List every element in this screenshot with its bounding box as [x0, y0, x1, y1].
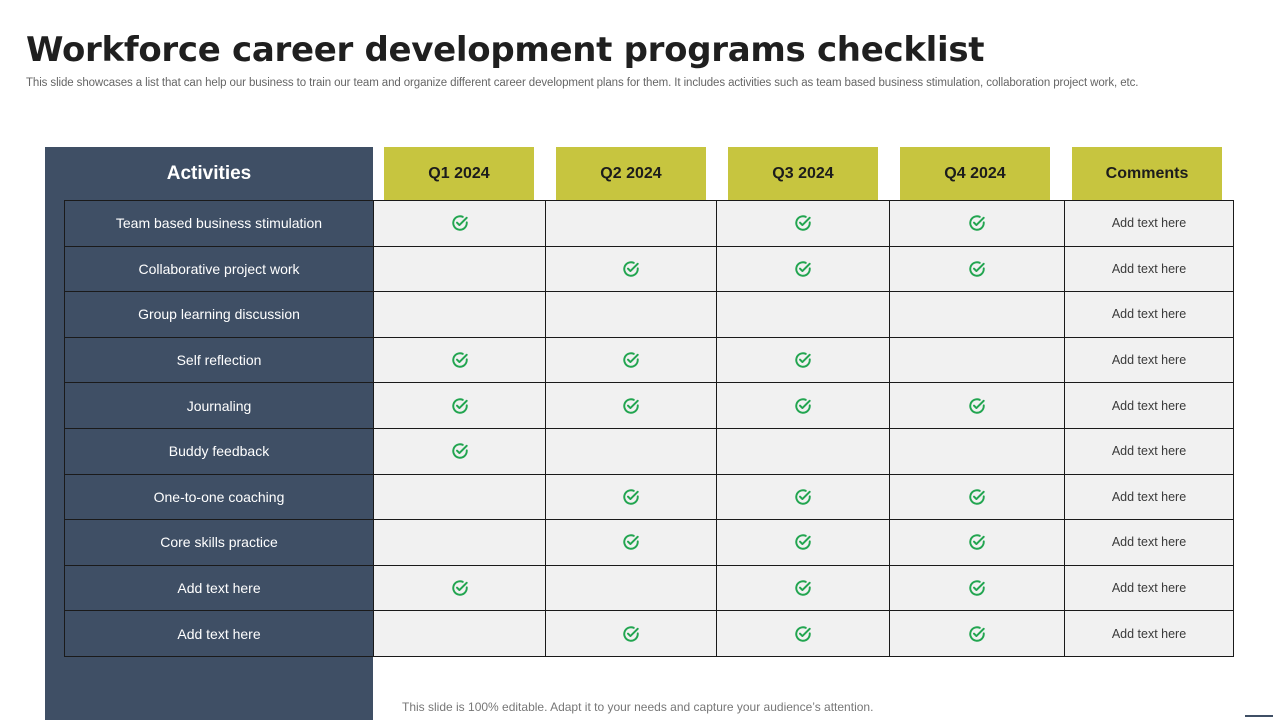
slide-subtitle: This slide showcases a list that can hel… — [26, 77, 1139, 89]
q4-cell — [890, 246, 1065, 293]
activity-cell: Buddy feedback — [65, 428, 374, 475]
q2-cell — [546, 428, 717, 475]
q3-cell — [717, 337, 890, 384]
footer-note: This slide is 100% editable. Adapt it to… — [402, 700, 874, 714]
q1-cell — [374, 337, 546, 384]
q2-cell — [546, 383, 717, 429]
circle-check-icon — [623, 534, 639, 551]
activity-cell: Self reflection — [65, 337, 374, 384]
circle-check-icon — [969, 397, 985, 414]
q3-cell — [717, 611, 890, 657]
comment-cell[interactable]: Add text here — [1065, 565, 1234, 612]
circle-check-icon — [795, 580, 811, 596]
circle-check-icon — [623, 261, 639, 277]
circle-check-icon — [969, 215, 985, 232]
activities-header: Activities — [166, 163, 252, 184]
q2-cell — [546, 337, 717, 384]
activity-cell: Journaling — [65, 383, 374, 429]
activity-cell: Group learning discussion — [65, 292, 374, 338]
comment-cell[interactable]: Add text here — [1065, 474, 1234, 521]
circle-check-icon — [623, 489, 639, 505]
circle-check-icon — [969, 489, 985, 505]
q4-cell — [890, 565, 1065, 612]
q1-cell — [374, 565, 546, 612]
circle-check-icon — [795, 261, 811, 277]
circle-check-icon — [969, 261, 985, 277]
circle-check-icon — [623, 625, 639, 642]
circle-check-icon — [795, 489, 811, 505]
q3-cell — [717, 383, 890, 429]
comment-cell[interactable]: Add text here — [1065, 337, 1234, 384]
q4-cell — [890, 428, 1065, 475]
q2-cell — [546, 611, 717, 657]
q2-cell — [546, 292, 717, 338]
circle-check-icon — [451, 215, 468, 232]
circle-check-icon — [451, 443, 468, 459]
q1-cell — [374, 474, 546, 521]
comment-cell[interactable]: Add text here — [1065, 611, 1234, 657]
slide-title: Workforce career development programs ch… — [26, 30, 985, 70]
circle-check-icon — [969, 580, 985, 596]
circle-check-icon — [795, 534, 811, 551]
q1-cell — [374, 292, 546, 338]
q1-cell — [374, 428, 546, 475]
q4-cell — [890, 337, 1065, 384]
circle-check-icon — [795, 352, 811, 368]
q4-cell — [890, 201, 1065, 247]
column-header-comments: Comments — [1072, 147, 1222, 201]
q1-cell — [374, 383, 546, 429]
q2-cell — [546, 474, 717, 521]
circle-check-icon — [623, 352, 639, 368]
q4-cell — [890, 383, 1065, 429]
comment-cell[interactable]: Add text here — [1065, 520, 1234, 566]
checklist-table: Team based business stimulation Add text … — [64, 200, 1234, 657]
activity-cell: Add text here — [65, 565, 374, 612]
q1-cell — [374, 611, 546, 657]
activity-cell: Add text here — [65, 611, 374, 657]
comment-cell[interactable]: Add text here — [1065, 246, 1234, 293]
q2-cell — [546, 565, 717, 612]
corner-decoration-line — [1245, 715, 1273, 717]
q3-cell — [717, 428, 890, 475]
column-header-q1: Q1 2024 — [384, 147, 534, 201]
column-header-q3: Q3 2024 — [728, 147, 878, 201]
q3-cell — [717, 201, 890, 247]
q2-cell — [546, 520, 717, 566]
q3-cell — [717, 565, 890, 612]
comment-cell[interactable]: Add text here — [1065, 428, 1234, 475]
comment-cell[interactable]: Add text here — [1065, 383, 1234, 429]
q1-cell — [374, 520, 546, 566]
circle-check-icon — [795, 215, 811, 232]
activity-cell: Team based business stimulation — [65, 201, 374, 247]
activity-cell: One-to-one coaching — [65, 474, 374, 521]
q3-cell — [717, 246, 890, 293]
circle-check-icon — [969, 534, 985, 551]
activity-cell: Core skills practice — [65, 520, 374, 566]
q3-cell — [717, 520, 890, 566]
q1-cell — [374, 246, 546, 293]
q2-cell — [546, 246, 717, 293]
q3-cell — [717, 292, 890, 338]
circle-check-icon — [969, 625, 985, 642]
q4-cell — [890, 611, 1065, 657]
q3-cell — [717, 474, 890, 521]
comment-cell[interactable]: Add text here — [1065, 201, 1234, 247]
q4-cell — [890, 474, 1065, 521]
circle-check-icon — [451, 397, 468, 414]
activity-cell: Collaborative project work — [65, 246, 374, 293]
circle-check-icon — [451, 352, 468, 368]
column-header-q4: Q4 2024 — [900, 147, 1050, 201]
circle-check-icon — [795, 397, 811, 414]
q1-cell — [374, 201, 546, 247]
q4-cell — [890, 292, 1065, 338]
column-header-q2: Q2 2024 — [556, 147, 706, 201]
comment-cell[interactable]: Add text here — [1065, 292, 1234, 338]
q2-cell — [546, 201, 717, 247]
circle-check-icon — [795, 625, 811, 642]
circle-check-icon — [451, 580, 468, 596]
q4-cell — [890, 520, 1065, 566]
circle-check-icon — [623, 397, 639, 414]
